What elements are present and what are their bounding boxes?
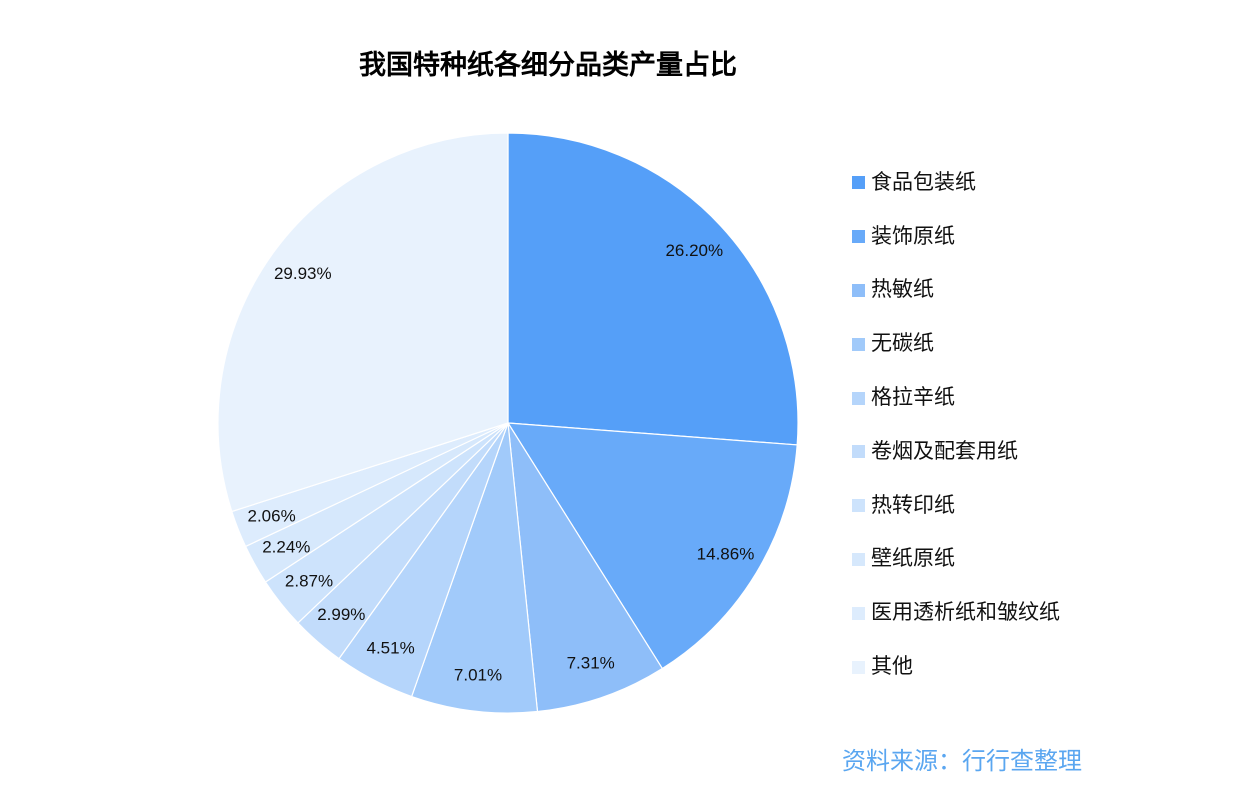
data-label-4: 7.01% [454,666,502,685]
pie-slice-2 [506,422,798,670]
data-label-9: 2.06% [247,507,295,526]
legend-label-7: 热转印纸 [871,493,955,517]
legend-label-2: 装饰原纸 [871,224,955,248]
pie-slice-3 [507,422,664,713]
chart-title: 我国特种纸各细分品类产量占比 [359,50,737,80]
data-label-8: 2.24% [262,538,310,557]
legend-swatch-5 [852,391,865,405]
legend-swatch-3 [852,283,865,297]
pie-slice-4 [410,422,539,714]
data-label-3: 7.31% [567,654,615,673]
legend-item-10: 其他 [852,640,1192,694]
legend-swatch-7 [852,499,865,513]
pie-data-labels: 26.20% 14.86% 7.31% 7.01% 4.51%2.99% 2.87% 2.2… [247,241,754,685]
legend-item-4: 无碳纸 [852,317,1192,371]
legend-label-4: 无碳纸 [871,332,934,356]
legend-swatch-1 [852,176,865,190]
legend-swatch-8 [852,552,865,566]
data-label-10: 29.93% [274,264,332,283]
data-label-6: 2.99% [317,605,365,624]
legend-swatch-6 [852,445,865,459]
legend-label-1: 食品包装纸 [871,170,976,194]
legend-label-6: 卷烟及配套用纸 [871,439,1018,463]
legend-label-10: 其他 [871,655,913,679]
legend-item-6: 卷烟及配套用纸 [852,425,1192,479]
legend-swatch-2 [852,230,865,244]
data-label-7: 2.87% [285,571,333,590]
legend-swatch-9 [852,606,865,620]
legend-label-5: 格拉辛纸 [871,386,955,410]
legend-item-1: 食品包装纸 [852,156,1192,210]
data-label-5: 4.51% [366,639,414,658]
legend-item-7: 热转印纸 [852,479,1192,533]
legend-item-2: 装饰原纸 [852,210,1192,264]
legend-item-8: 壁纸原纸 [852,533,1192,587]
legend-label-9: 医用透析纸和皱纹纸 [871,601,1060,625]
legend-swatch-10 [852,660,865,674]
pie-slice-1 [507,132,799,446]
source-note: 资料来源：行行查整理 [842,748,1082,775]
chart-legend: 食品包装纸装饰原纸热敏纸无碳纸格拉辛纸卷烟及配套用纸 热转印纸壁纸原纸医用透析纸和… [852,156,1192,694]
pie-slice-10 [217,132,509,513]
legend-label-8: 壁纸原纸 [871,547,955,571]
legend-item-5: 格拉辛纸 [852,371,1192,425]
pie-slices [217,132,799,714]
data-label-2: 14.86% [697,545,755,564]
data-label-1: 26.20% [665,241,723,260]
legend-item-3: 热敏纸 [852,264,1192,318]
legend-item-9: 医用透析纸和皱纹纸 [852,586,1192,640]
legend-label-3: 热敏纸 [871,278,934,302]
legend-swatch-4 [852,337,865,351]
